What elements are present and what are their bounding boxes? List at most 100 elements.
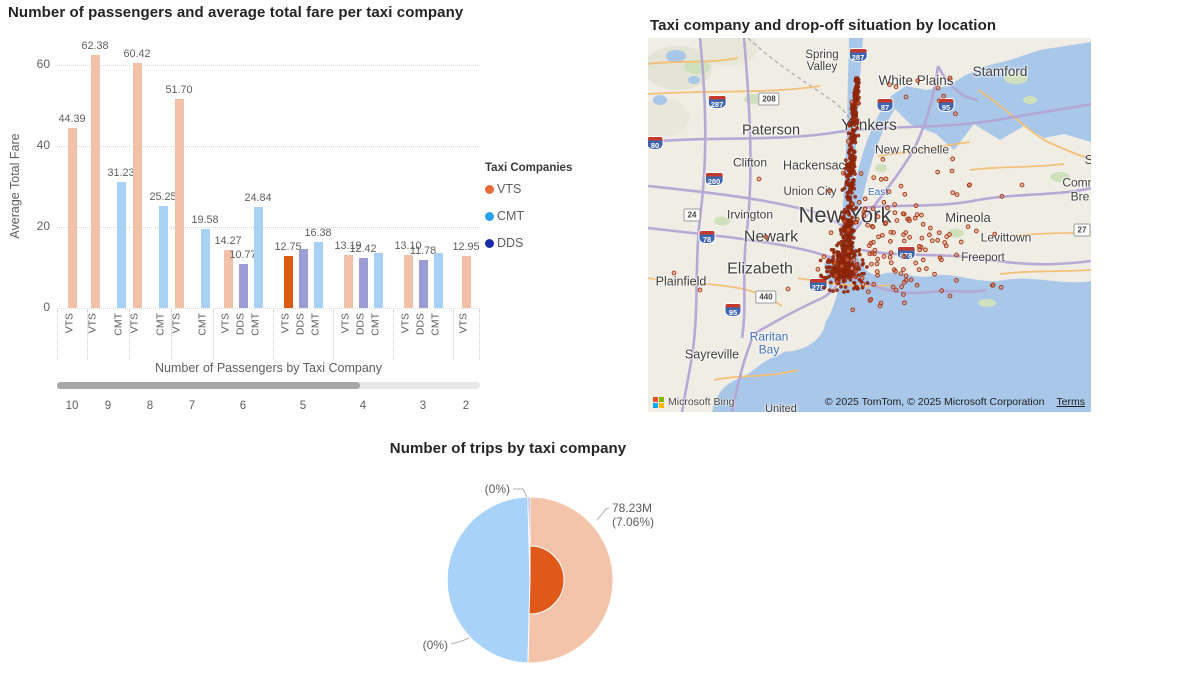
data-label: 44.39 xyxy=(58,113,86,126)
pie-slice-cmt[interactable] xyxy=(446,496,531,664)
x-category-label: CMT xyxy=(429,313,442,336)
legend-item-vts[interactable]: VTS xyxy=(485,182,572,196)
passenger-count-label: 9 xyxy=(104,400,112,412)
data-label: 10.77 xyxy=(229,249,257,262)
bar-cmt-5[interactable] xyxy=(313,241,323,308)
map-label-yonkers: Yonkers xyxy=(841,116,897,134)
bar-vts-8[interactable] xyxy=(132,63,142,308)
x-category-label: CMT xyxy=(369,313,382,336)
legend-item-cmt[interactable]: CMT xyxy=(485,209,572,223)
data-label: 16.38 xyxy=(304,226,332,239)
map-title: Taxi company and drop-off situation by l… xyxy=(650,17,997,34)
group-separator xyxy=(453,310,454,360)
group-separator xyxy=(479,310,480,360)
group-separator xyxy=(129,310,130,360)
legend-label: VTS xyxy=(497,182,522,196)
passenger-count-label: 6 xyxy=(239,400,247,412)
map-label-union-city: Union City xyxy=(783,185,837,198)
pie-callout-vts: (7.06%) xyxy=(612,515,654,529)
bar-column: 60.42 VTS xyxy=(123,48,150,333)
road-shield-287: 287 xyxy=(707,95,727,109)
bar-cmt-7[interactable] xyxy=(200,228,210,308)
gridline xyxy=(57,146,480,147)
data-label: 12.95 xyxy=(452,240,480,253)
bar-dds-4[interactable] xyxy=(358,257,368,308)
passenger-count-label: 4 xyxy=(359,400,367,412)
map-label-comm: Comm xyxy=(1062,175,1091,190)
x-category-label: VTS xyxy=(86,313,99,334)
microsoft-bing-logo: Microsoft Bing xyxy=(653,396,735,408)
y-tick-label: 60 xyxy=(36,57,50,71)
h-scrollbar[interactable] xyxy=(57,382,480,389)
x-category-label: CMT xyxy=(309,313,322,336)
map-label-newark: Newark xyxy=(743,228,799,246)
bar-cmt-8[interactable] xyxy=(158,205,168,308)
bar-dds-6[interactable] xyxy=(238,264,248,308)
bar-vts-4[interactable] xyxy=(343,254,353,308)
bar-dds-3[interactable] xyxy=(418,260,428,308)
passenger-count-label: 8 xyxy=(146,400,154,412)
x-category-label: VTS xyxy=(128,313,141,334)
bar-group-5: 12.75 VTS DDS 16.38 CMT 5 xyxy=(273,55,333,412)
bar-column: 31.23 CMT xyxy=(107,55,134,336)
bar-vts-2[interactable] xyxy=(461,255,471,308)
group-separator xyxy=(57,310,58,360)
bar-cmt-6[interactable] xyxy=(253,207,263,308)
road-shield-287: 287 xyxy=(848,48,868,62)
group-separator xyxy=(171,310,172,360)
pie-highlight-vts[interactable] xyxy=(528,545,565,615)
data-label: 24.84 xyxy=(244,192,272,205)
bar-chart-legend: Taxi Companies VTS CMT DDS xyxy=(485,162,572,263)
bar-vts-5[interactable] xyxy=(283,256,293,308)
bar-column: 10.77 DDS xyxy=(229,55,256,335)
h-scrollbar-thumb[interactable] xyxy=(57,382,360,389)
microsoft-logo-icon xyxy=(653,396,664,408)
bar-vts-9[interactable] xyxy=(90,55,100,308)
pie-chart-visual[interactable]: Number of trips by taxi company (0%) 78.2… xyxy=(330,436,890,677)
map-visual[interactable]: Taxi company and drop-off situation by l… xyxy=(648,10,1202,415)
road-shield-280: 280 xyxy=(704,172,724,186)
terms-link[interactable]: Terms xyxy=(1056,396,1085,408)
bar-vts-6[interactable] xyxy=(223,250,233,308)
bing-map[interactable]: Spring Valley White Plains Stamford Paterson… xyxy=(648,38,1091,412)
bar-column: 13.10 VTS xyxy=(394,55,421,333)
pie-slice-dds[interactable] xyxy=(527,496,531,581)
bar-cmt-4[interactable] xyxy=(373,252,383,308)
bar-column: 51.70 VTS xyxy=(165,55,192,334)
bar-cmt-3[interactable] xyxy=(433,252,443,308)
road-shield-95: 95 xyxy=(724,303,742,317)
bar-group-10: 44.39 VTS 10 xyxy=(57,55,87,412)
pie-slice-vts[interactable] xyxy=(527,496,614,664)
bar-group-9: 62.38 VTS 31.23 CMT 9 xyxy=(81,40,134,412)
passenger-count-label: 3 xyxy=(419,400,427,412)
data-label: 14.27 xyxy=(214,235,242,248)
bar-chart-visual[interactable]: Number of passengers and average total f… xyxy=(0,0,620,412)
road-shield-440: 440 xyxy=(755,290,777,304)
map-label-plainfield: Plainfield xyxy=(655,274,707,289)
road-shield-87: 87 xyxy=(876,98,894,112)
bar-dds-5[interactable] xyxy=(298,249,308,308)
group-separator xyxy=(333,310,334,360)
legend-label: CMT xyxy=(497,209,525,223)
bar-column: 13.19 VTS xyxy=(334,55,361,334)
legend-dot-icon xyxy=(485,184,494,194)
bar-cmt-9[interactable] xyxy=(116,181,126,308)
road-shield-78: 78 xyxy=(698,230,716,244)
bar-group-7: 51.70 VTS 19.58 CMT 7 xyxy=(165,55,218,412)
map-label-s: S xyxy=(1084,152,1091,168)
bar-column: 19.58 CMT xyxy=(191,55,218,336)
map-label-spring-valley: Spring Valley xyxy=(805,48,839,73)
map-label-white-plains: White Plains xyxy=(878,72,954,88)
bar-vts-7[interactable] xyxy=(174,98,184,308)
road-shield-95: 95 xyxy=(937,98,955,112)
pie-chart[interactable]: (0%) 78.23M(7.06%) (0%) xyxy=(330,436,890,677)
group-separator xyxy=(393,310,394,360)
x-axis-title: Number of Passengers by Taxi Company xyxy=(155,361,382,375)
x-category-label: VTS xyxy=(457,313,470,334)
bar-vts-10[interactable] xyxy=(67,128,77,308)
bar-vts-3[interactable] xyxy=(403,254,413,308)
bar-column: 24.84 CMT xyxy=(244,55,271,335)
x-category-label: CMT xyxy=(196,313,209,336)
legend-item-dds[interactable]: DDS xyxy=(485,236,572,250)
x-category-label: VTS xyxy=(170,313,183,334)
